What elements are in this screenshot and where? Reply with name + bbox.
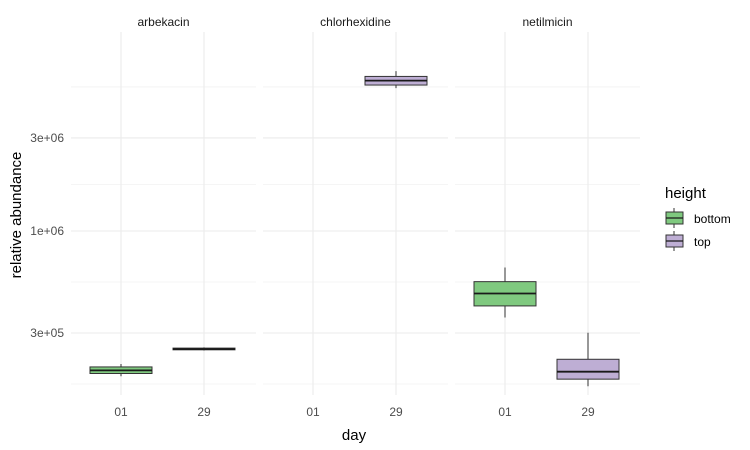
legend-item-bottom: bottom [665, 208, 731, 228]
x-tick-label: 29 [581, 405, 595, 419]
legend-title: height [665, 185, 707, 202]
x-axis: 01 29 01 29 01 29 [114, 405, 595, 419]
facet-panel-netilmicin: netilmicin [455, 15, 640, 395]
legend-label: bottom [694, 212, 731, 226]
facet-panel-arbekacin: arbekacin [71, 15, 256, 395]
x-tick-label: 29 [389, 405, 403, 419]
y-axis: 3e+05 1e+06 3e+06 [30, 131, 64, 340]
facet-panel-chlorhexidine: chlorhexidine [263, 15, 448, 395]
box-marks [89, 71, 620, 387]
box-netilmicin-01 [473, 267, 537, 318]
facet-label: chlorhexidine [320, 15, 391, 29]
y-tick-label: 3e+05 [30, 326, 64, 340]
x-axis-title: day [342, 427, 367, 444]
box-arbekacin-01 [89, 364, 153, 377]
box-arbekacin-29 [172, 347, 236, 351]
y-axis-title: relative abundance [8, 152, 25, 279]
y-tick-label: 1e+06 [30, 224, 64, 238]
facet-label: arbekacin [137, 15, 189, 29]
x-tick-label: 01 [306, 405, 320, 419]
facet-panels: arbekacin chlorhexidine netilmicin [71, 15, 640, 395]
box-chlorhexidine-29 [364, 71, 428, 89]
legend-item-top: top [665, 231, 711, 251]
facet-label: netilmicin [522, 15, 572, 29]
x-tick-label: 01 [114, 405, 128, 419]
x-tick-label: 29 [197, 405, 211, 419]
box-iqr [556, 358, 620, 380]
x-tick-label: 01 [498, 405, 512, 419]
y-tick-label: 3e+06 [30, 131, 64, 145]
legend: height bottom top [665, 185, 731, 251]
box-netilmicin-29 [556, 332, 620, 387]
legend-label: top [694, 235, 711, 249]
